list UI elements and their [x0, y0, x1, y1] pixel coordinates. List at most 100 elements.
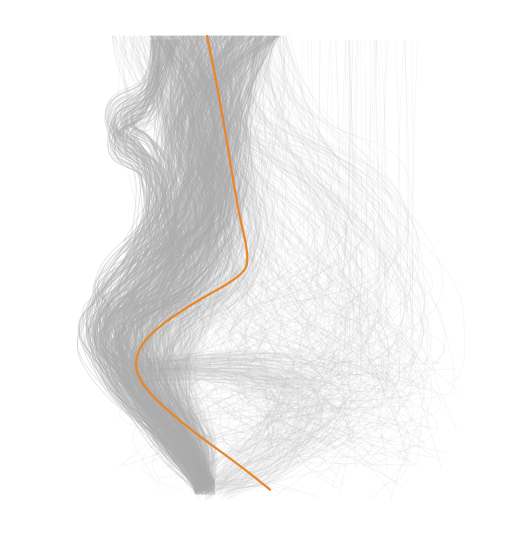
bundle-trajectory — [151, 35, 207, 486]
lower-loop-trajectory — [112, 358, 288, 487]
bundle-trajectory — [119, 35, 225, 482]
faint-trajectory — [282, 35, 388, 384]
faint-trajectory — [252, 35, 422, 436]
bundle-trajectory — [118, 35, 280, 485]
faint-trajectory — [212, 35, 384, 420]
bundle-trajectory — [141, 35, 204, 494]
bundle-trajectory — [153, 35, 212, 489]
bundle-trajectory — [157, 35, 209, 492]
loop-trajectory — [122, 39, 165, 243]
bundle-trajectory — [97, 35, 210, 483]
faint-trajectory — [134, 35, 363, 436]
bundle-trajectory — [106, 35, 221, 490]
bundle-trajectory — [151, 35, 251, 484]
bundle-trajectory — [100, 35, 222, 484]
faint-trajectory — [144, 35, 426, 468]
bundle-trajectory — [168, 35, 223, 493]
bundle-trajectory — [146, 35, 252, 494]
bundle-trajectory — [152, 35, 239, 488]
bundle-trajectory — [144, 35, 264, 487]
faint-trajectory — [204, 35, 390, 433]
faint-trajectory — [189, 35, 380, 469]
bundle-trajectory — [103, 35, 216, 483]
bundle-trajectory — [166, 35, 246, 484]
bundle-trajectory — [142, 35, 256, 481]
faint-trajectory — [135, 35, 294, 389]
bundle-trajectory — [102, 35, 210, 485]
bundle-trajectory — [164, 35, 267, 489]
faint-trajectory — [114, 35, 362, 426]
bundle-trajectory — [103, 35, 257, 490]
bundle-trajectory — [85, 35, 202, 486]
loop-trajectory — [130, 39, 178, 279]
bundle-trajectory — [87, 35, 224, 481]
bundle-trajectory — [99, 35, 215, 495]
faint-trajectory — [166, 35, 385, 411]
bundle-trajectory — [121, 35, 275, 495]
bundle-trajectory — [91, 35, 203, 495]
bundle-trajectory — [94, 35, 236, 492]
lower-loop-trajectory — [114, 352, 316, 482]
loop-trajectory — [119, 39, 169, 272]
bundle-trajectory — [134, 35, 210, 486]
bundle-trajectory — [148, 35, 222, 486]
faint-trajectory — [360, 39, 377, 381]
faint-trajectory — [138, 35, 389, 488]
loop-trajectory — [111, 39, 157, 275]
bundle-trajectory — [89, 35, 278, 489]
bundle-trajectory — [125, 35, 240, 484]
bundle-trajectory — [76, 35, 213, 489]
faint-trajectory — [374, 39, 383, 381]
bundle-trajectory — [167, 35, 263, 483]
bundle-trajectory — [172, 35, 264, 481]
lower-loop-trajectory — [135, 368, 308, 496]
loop-trajectory — [123, 39, 168, 281]
faint-trajectory — [347, 39, 358, 381]
faint-trajectory — [342, 39, 365, 381]
faint-trajectory — [112, 35, 391, 388]
faint-trajectory — [154, 35, 441, 430]
bundle-trajectory — [132, 35, 280, 486]
bundle-trajectory — [172, 35, 259, 496]
bundle-trajectory — [164, 35, 259, 492]
bundle-trajectory — [149, 35, 208, 485]
bundle-trajectory — [78, 35, 275, 495]
bundle-trajectory — [140, 35, 229, 491]
faint-trajectory — [352, 39, 367, 381]
faint-trajectory — [142, 35, 388, 424]
lower-loop-trajectory — [111, 354, 345, 499]
bundle-trajectory — [152, 35, 215, 493]
faint-trajectory — [180, 35, 439, 425]
faint-trajectory — [210, 35, 341, 393]
bundle-trajectory — [138, 35, 235, 494]
bundle-trajectory — [183, 35, 220, 490]
faint-trajectory — [232, 35, 397, 468]
lower-loop-trajectory — [122, 360, 303, 483]
bundle-trajectory — [133, 35, 201, 483]
bundle-trajectory — [107, 35, 247, 492]
bundle-trajectory — [149, 35, 227, 496]
lower-loop-trajectory — [120, 365, 315, 491]
bundle-trajectory — [105, 35, 228, 495]
bundle-trajectory — [150, 35, 242, 489]
faint-trajectory — [411, 39, 418, 381]
faint-trajectory — [174, 35, 275, 430]
bundle-trajectory — [114, 35, 243, 482]
bundle-trajectory — [93, 35, 226, 487]
bundle-trajectory — [118, 35, 214, 487]
faint-trajectory — [225, 35, 248, 471]
bundle-trajectory — [173, 35, 255, 495]
bundle-trajectory — [152, 35, 261, 485]
bundle-trajectory — [94, 35, 234, 493]
bundle-trajectory — [119, 35, 244, 483]
bundle-trajectory — [134, 35, 238, 491]
lower-loop-trajectory — [124, 359, 276, 481]
loop-trajectory — [126, 39, 178, 271]
bundle-trajectory — [78, 35, 229, 486]
bundle-trajectory — [105, 35, 256, 490]
lower-loop-trajectory — [131, 368, 276, 483]
lower-loop-trajectory — [123, 375, 303, 499]
bundle-trajectory — [163, 35, 260, 491]
bundle-trajectory — [125, 35, 277, 484]
bundle-trajectory — [166, 35, 205, 487]
